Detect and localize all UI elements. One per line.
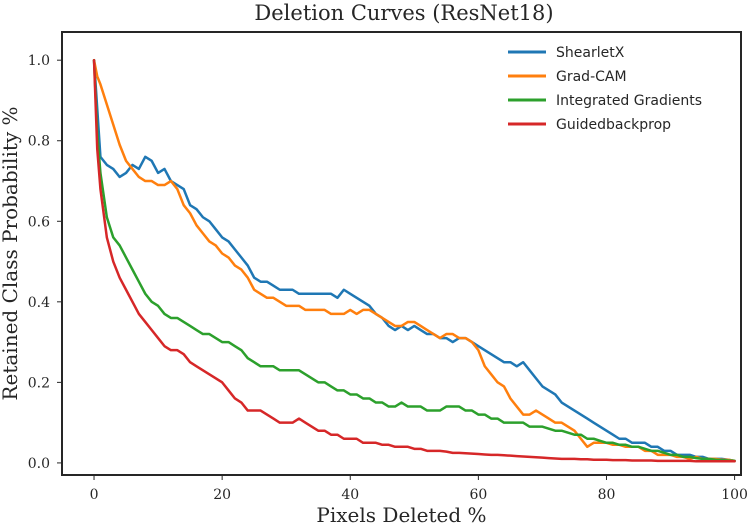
x-tick-label: 100 [721,487,747,503]
legend: ShearletX Grad-CAM Integrated Gradients Gui… [508,45,702,133]
plot-frame [61,31,742,476]
legend-label: Integrated Gradients [556,93,702,109]
series-line-grad-cam [92,58,736,463]
y-tick-label: 1.0 [28,53,50,69]
x-tick-label: 40 [341,487,359,503]
x-tick-label: 20 [213,487,231,503]
y-tick-label: 0.2 [28,375,50,391]
legend-label: Guidedbackprop [556,117,671,133]
y-axis-ticks: 0.0 0.2 0.4 0.6 0.8 1.0 [28,53,62,472]
x-axis-ticks: 0 20 40 60 80 100 [90,475,747,503]
y-tick-label: 0.6 [28,214,50,230]
x-tick-label: 0 [90,487,99,503]
y-tick-label: 0.4 [28,295,50,311]
y-tick-label: 0.0 [28,456,50,472]
series-line-integrated-gradients [92,58,736,463]
legend-label: ShearletX [556,45,625,61]
x-tick-label: 60 [469,487,487,503]
y-axis-title: Retained Class Probability % [0,106,22,400]
legend-label: Grad-CAM [556,69,627,85]
x-tick-label: 80 [598,487,616,503]
y-tick-label: 0.8 [28,134,50,150]
series-line-shearletx [92,58,736,463]
chart-title: Deletion Curves (ResNet18) [254,1,553,25]
series-lines [92,58,736,463]
x-axis-title: Pixels Deleted % [316,503,486,527]
series-line-guidedbackprop [92,58,736,463]
